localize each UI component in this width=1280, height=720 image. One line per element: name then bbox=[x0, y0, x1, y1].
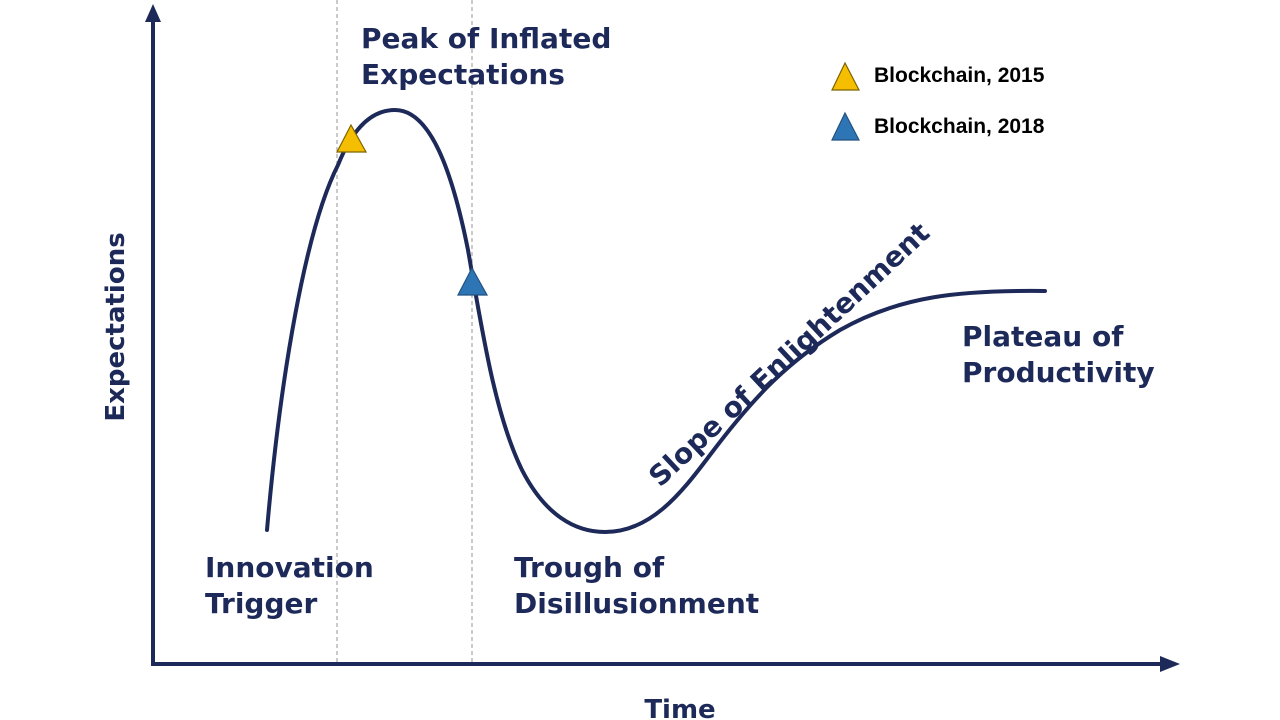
trough-label-line1: Trough of bbox=[514, 551, 665, 584]
x-axis-arrow-icon bbox=[1160, 656, 1180, 672]
trigger-label-line2: Trigger bbox=[205, 587, 318, 620]
slope-label: Slope of Enlightenment bbox=[642, 216, 936, 493]
peak-label-line1: Peak of Inflated bbox=[361, 22, 611, 55]
hype-cycle-curve bbox=[265, 108, 1047, 534]
legend-triangle-2018-icon bbox=[831, 111, 860, 141]
trigger-label-line1: Innovation bbox=[205, 551, 374, 584]
x-axis-label: Time bbox=[644, 695, 715, 720]
legend: Blockchain, 2015 Blockchain, 2018 bbox=[831, 61, 1045, 141]
trough-label-line2: Disillusionment bbox=[514, 587, 759, 620]
blockchain-2015-marker bbox=[336, 123, 368, 153]
peak-label-line2: Expectations bbox=[361, 58, 565, 91]
legend-label-2018: Blockchain, 2018 bbox=[874, 115, 1045, 138]
legend-label-2015: Blockchain, 2015 bbox=[874, 64, 1045, 87]
plateau-label-line2: Productivity bbox=[962, 356, 1155, 389]
legend-triangle-2015-icon bbox=[831, 61, 860, 91]
plateau-label-line1: Plateau of bbox=[962, 320, 1124, 353]
y-axis-label: Expectations bbox=[101, 232, 131, 421]
blockchain-2018-marker bbox=[457, 266, 489, 296]
y-axis-arrow-icon bbox=[145, 4, 161, 22]
